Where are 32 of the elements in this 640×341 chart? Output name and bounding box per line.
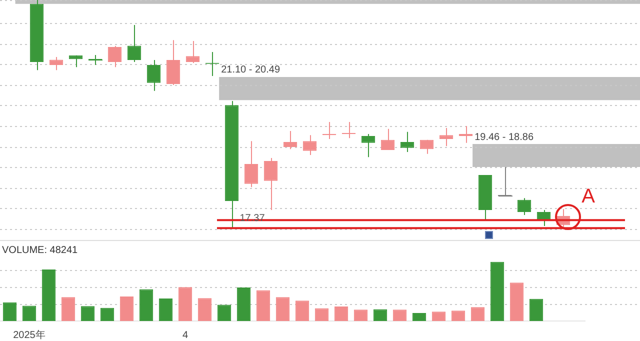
bar	[120, 296, 134, 321]
bar	[295, 300, 310, 321]
candlestick	[166, 40, 180, 86]
candlestick	[536, 209, 551, 227]
candlestick	[49, 56, 64, 71]
text: A	[582, 186, 596, 208]
band-label: 19.46 - 18.86	[474, 132, 534, 143]
band-label: 21.10 - 20.49	[221, 64, 280, 76]
bar	[529, 298, 544, 321]
bar	[42, 270, 56, 321]
bar	[256, 290, 270, 321]
candlestick	[439, 128, 454, 147]
bar	[158, 298, 173, 321]
candlestick	[361, 133, 376, 158]
bar	[139, 289, 154, 321]
bar	[61, 297, 76, 321]
candlestick	[400, 131, 414, 153]
bar	[412, 313, 426, 321]
x-tick-label: 4	[182, 330, 188, 341]
bar	[510, 282, 524, 321]
candlestick	[186, 40, 200, 64]
bar	[178, 287, 192, 321]
candlestick	[283, 130, 298, 150]
candlestick	[342, 122, 356, 139]
candlestick	[498, 166, 513, 197]
bar	[198, 298, 212, 321]
bar	[490, 262, 504, 321]
bar	[236, 287, 251, 321]
candlestick	[88, 54, 103, 66]
x-tick-label: 2025年	[13, 328, 46, 341]
bar	[276, 297, 290, 321]
chart-title: VOLUME: 48241	[2, 244, 78, 256]
